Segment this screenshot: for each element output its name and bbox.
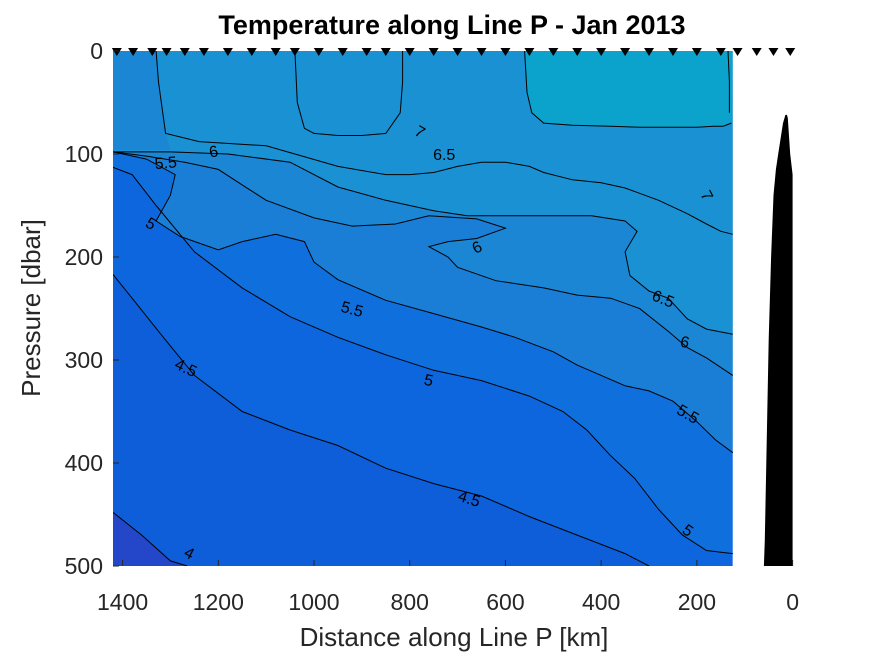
station-marker-15 [428, 48, 439, 56]
x-axis-label: Distance along Line P [km] [300, 622, 609, 652]
station-marker-4 [179, 48, 190, 56]
y-tick-label-1: 100 [65, 141, 103, 167]
station-marker-22 [596, 48, 607, 56]
station-marker-8 [270, 48, 281, 56]
contour-line-4-0 [113, 512, 188, 566]
contour-line-5-2 [113, 166, 733, 555]
x-tick-label-6: 200 [678, 589, 716, 615]
contour-line-6-5-5 [113, 151, 733, 335]
station-marker-16 [452, 48, 463, 56]
station-marker-31 [785, 48, 796, 56]
station-marker-3 [161, 48, 172, 56]
contour-line-5-5-3 [113, 151, 734, 454]
y-tick-label-2: 200 [65, 244, 103, 270]
y-tick-label-5: 500 [65, 553, 103, 579]
y-tick-label-0: 0 [90, 38, 103, 64]
contour-line-7-8 [524, 51, 732, 128]
station-marker-28 [732, 48, 743, 56]
contour-line-7-6 [155, 51, 733, 235]
fill-band-above-7 [524, 51, 733, 128]
y-tick-label-3: 300 [65, 347, 103, 373]
bathymetry-layer [732, 114, 793, 566]
station-marker-9 [289, 48, 300, 56]
station-marker-25 [667, 48, 678, 56]
station-marker-10 [313, 48, 324, 56]
bathymetry-shape [732, 114, 793, 566]
x-tick-label-1: 1200 [193, 589, 244, 615]
contour-line-4-5-1 [113, 274, 650, 566]
station-marker-18 [500, 48, 511, 56]
fill-west-pocket [113, 51, 171, 150]
station-marker-23 [620, 48, 631, 56]
station-marker-12 [361, 48, 372, 56]
contour-label-11: 6 [678, 334, 690, 352]
contour-line-7-7 [294, 51, 404, 136]
station-marker-21 [572, 48, 583, 56]
station-marker-24 [644, 48, 655, 56]
x-tick-label-3: 800 [391, 589, 429, 615]
contour-label-2: 4.5 [456, 488, 483, 511]
station-markers [111, 48, 796, 56]
contour-label-7: 5.5 [339, 299, 365, 321]
contour-fills [113, 51, 733, 566]
contour-label-9: 6 [208, 143, 220, 161]
x-tick-label-5: 400 [582, 589, 620, 615]
station-marker-6 [222, 48, 233, 56]
station-marker-11 [337, 48, 348, 56]
x-axis: 1400 1200 1000 800 600 400 200 0 [97, 560, 799, 615]
contour-label-12: 6.5 [433, 147, 455, 164]
station-marker-2 [147, 48, 158, 56]
contour-line-6-4 [113, 151, 734, 376]
y-tick-label-4: 400 [65, 450, 103, 476]
x-tick-label-2: 1000 [288, 589, 339, 615]
x-tick-label-7: 0 [786, 589, 799, 615]
station-marker-27 [715, 48, 726, 56]
station-marker-30 [768, 48, 779, 56]
station-marker-1 [128, 48, 139, 56]
station-marker-26 [691, 48, 702, 56]
x-tick-label-4: 600 [486, 589, 524, 615]
contour-label-6: 5.5 [154, 154, 178, 173]
station-marker-17 [476, 48, 487, 56]
contour-lines [113, 51, 734, 566]
y-axis: 0 100 200 300 400 500 [65, 38, 119, 579]
fill-band-4-4.5 [113, 274, 649, 566]
station-marker-0 [111, 48, 122, 56]
x-tick-label-0: 1400 [97, 589, 148, 615]
station-marker-19 [524, 48, 535, 56]
y-axis-label: Pressure [dbar] [16, 219, 46, 397]
contour-line-7-9 [727, 51, 730, 113]
station-marker-14 [404, 48, 415, 56]
station-marker-5 [198, 48, 209, 56]
chart-title: Temperature along Line P - Jan 2013 [218, 10, 685, 40]
station-marker-7 [246, 48, 257, 56]
station-marker-20 [548, 48, 559, 56]
station-marker-13 [380, 48, 391, 56]
contour-label-4: 5 [422, 372, 434, 390]
fill-band-below-4 [113, 512, 188, 566]
station-marker-29 [751, 48, 762, 56]
